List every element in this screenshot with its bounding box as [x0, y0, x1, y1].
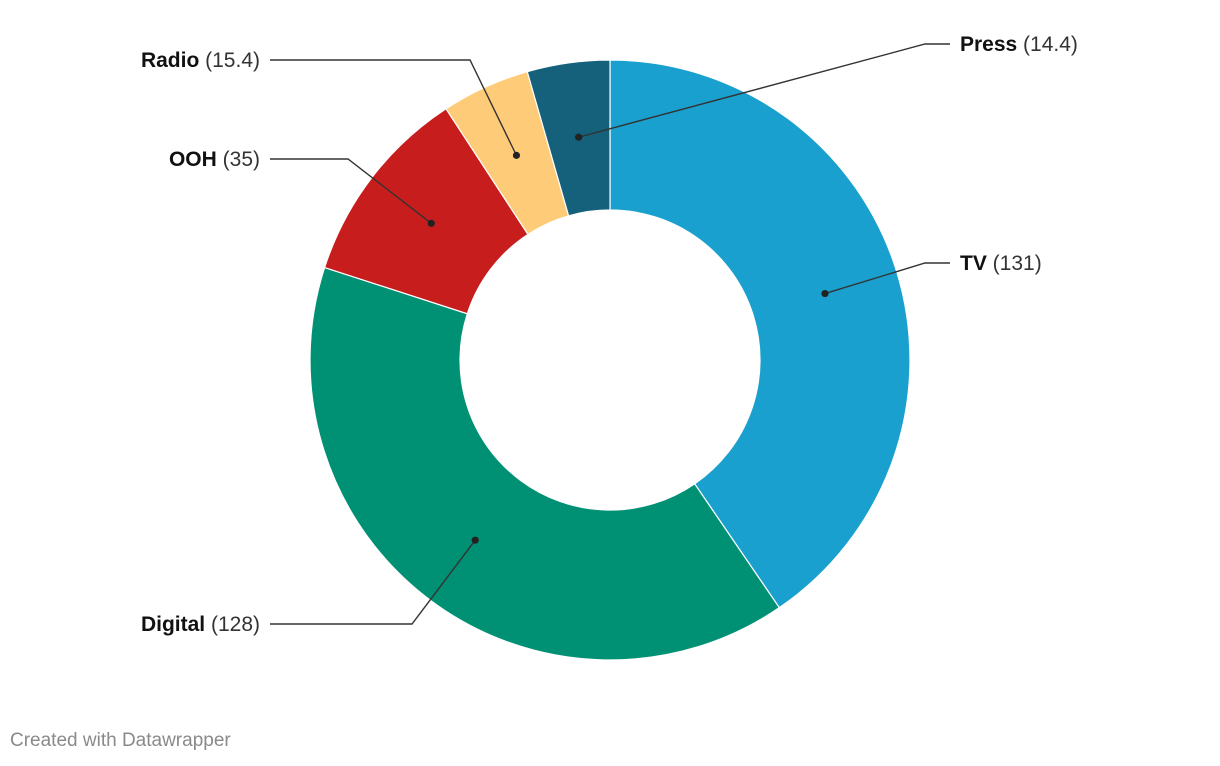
slice-label-ooh: OOH (35)	[169, 148, 260, 171]
slice-label-name: Digital	[141, 613, 205, 636]
slice-label-press: Press (14.4)	[960, 33, 1078, 56]
donut-slice-ooh	[323, 107, 529, 315]
leader-line-tv	[824, 262, 950, 295]
donut-slice-digital	[309, 266, 781, 661]
leaders-group	[270, 43, 950, 625]
slice-label-value: (131)	[987, 252, 1042, 275]
slice-label-name: Press	[960, 33, 1017, 56]
leader-dot-ooh	[427, 219, 435, 227]
slice-label-name: OOH	[169, 148, 217, 171]
leader-line-digital	[270, 539, 476, 625]
slice-label-radio: Radio (15.4)	[141, 49, 260, 72]
donut-slice-press	[526, 59, 611, 217]
leader-line-press	[578, 43, 950, 138]
slice-label-value: (15.4)	[199, 49, 260, 72]
slice-label-value: (128)	[205, 613, 260, 636]
leader-line-ooh	[270, 158, 432, 224]
leader-dot-radio	[512, 151, 521, 159]
leader-dot-press	[575, 133, 583, 141]
leader-dot-tv	[821, 289, 829, 298]
donut-slice-tv	[609, 59, 911, 609]
slice-label-name: TV	[960, 252, 987, 275]
labels-group: TV (131) Digital (128) OOH (35) Radio (15.4…	[141, 33, 1078, 636]
slice-label-value: (35)	[217, 148, 260, 171]
slice-label-value: (14.4)	[1017, 33, 1078, 56]
slice-label-name: Radio	[141, 49, 199, 72]
credit-text: Created with Datawrapper	[10, 730, 231, 751]
leader-dot-digital	[471, 536, 479, 544]
leader-line-radio	[270, 59, 518, 156]
slice-label-digital: Digital (128)	[141, 613, 260, 636]
slice-label-tv: TV (131)	[960, 252, 1042, 275]
slices-group	[309, 59, 911, 661]
